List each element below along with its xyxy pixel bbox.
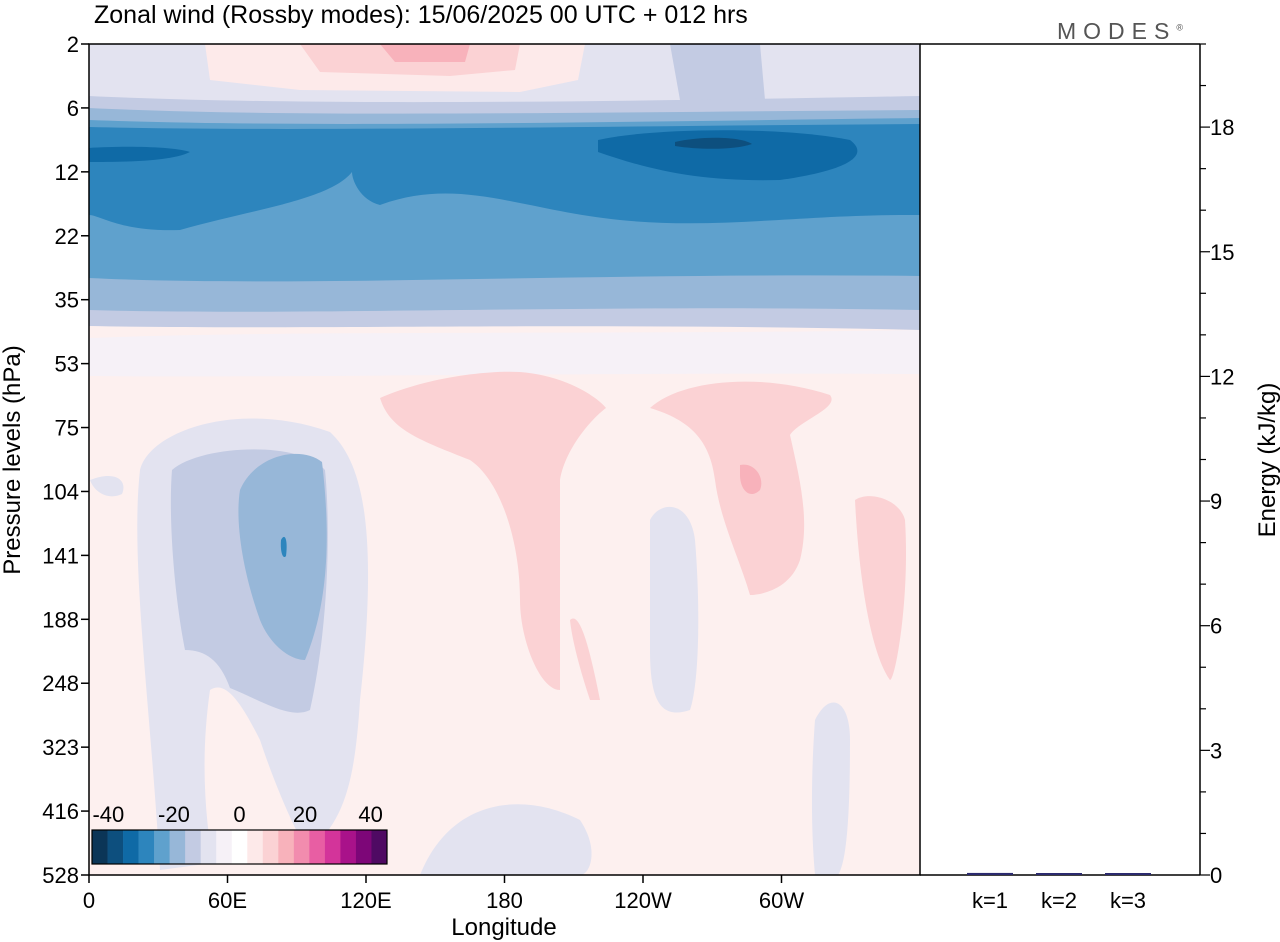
longitude-axis: 0 60E 120E 180 120W 60W xyxy=(83,875,804,913)
negative-cell-peak xyxy=(280,536,287,558)
energy-tick-label: 18 xyxy=(1210,115,1234,140)
colorbar-swatch xyxy=(185,830,201,864)
colorbar: -40 -20 0 20 40 xyxy=(91,802,388,865)
jet-core-east xyxy=(89,146,190,162)
jet-core-max xyxy=(675,137,752,149)
colorbar-frame xyxy=(91,829,388,865)
energy-bar-label: k=2 xyxy=(1041,888,1077,913)
colorbar-swatch xyxy=(309,830,326,864)
chart-title: Zonal wind (Rossby modes): 15/06/2025 00… xyxy=(94,1,748,29)
y-tick-label: 75 xyxy=(55,416,79,441)
positive-lobe-east-edge xyxy=(855,496,907,680)
energy-bar xyxy=(1105,873,1151,875)
negative-lobe-50w xyxy=(811,702,850,875)
y-tick-label: 2 xyxy=(67,32,79,57)
x-tick-label: 60E xyxy=(208,888,247,913)
colorbar-tick-label: -20 xyxy=(158,802,190,827)
positive-lobe-90w xyxy=(650,381,832,595)
colorbar-swatch xyxy=(92,830,108,864)
colorbar-swatch xyxy=(324,830,341,864)
y-tick-label: 53 xyxy=(55,352,79,377)
colorbar-swatch xyxy=(123,830,139,864)
contour-field xyxy=(89,44,920,875)
energy-tick-label: 3 xyxy=(1210,738,1222,763)
tropopause-neutral-band xyxy=(89,330,920,377)
energy-tick-label: 15 xyxy=(1210,240,1234,265)
positive-lobe-90w-peak xyxy=(740,464,762,495)
logo-registered-mark: ® xyxy=(1176,22,1183,33)
pressure-axis: 2 6 12 22 35 53 75 104 141 188 248 323 416 528 xyxy=(42,32,89,888)
colorbar-swatch xyxy=(278,830,295,864)
negative-cell-gap xyxy=(204,687,320,875)
colorbar-swatch xyxy=(247,830,264,864)
y-tick-label: 104 xyxy=(42,479,79,504)
colorbar-swatch xyxy=(200,830,217,864)
negative-cell-core xyxy=(238,453,327,660)
colorbar-tick-label: 20 xyxy=(293,802,317,827)
y-tick-label: 188 xyxy=(42,607,79,632)
colorbar-swatch xyxy=(293,830,310,864)
energy-tick-label: 0 xyxy=(1210,863,1222,888)
small-negative-patch xyxy=(90,475,124,497)
y-tick-label: 141 xyxy=(42,543,79,568)
y-tick-label: 35 xyxy=(55,288,79,313)
positive-lobe-180-tail xyxy=(570,618,600,700)
colorbar-tick-label: 0 xyxy=(233,802,245,827)
colorbar-swatch xyxy=(340,830,357,864)
x-tick-label: 0 xyxy=(83,888,95,913)
y-tick-label: 323 xyxy=(42,735,79,760)
jet-core-west xyxy=(598,130,858,181)
energy-tick-label: 6 xyxy=(1210,614,1222,639)
colorbar-swatch xyxy=(355,830,372,864)
y-tick-label: 528 xyxy=(42,863,79,888)
y-tick-label: 22 xyxy=(55,224,79,249)
x-tick-label: 120E xyxy=(340,888,391,913)
negative-lobe-135w xyxy=(650,506,699,713)
modes-logo: MODES® xyxy=(1057,18,1183,45)
upper-negative-zone xyxy=(670,44,765,100)
energy-tick-label: 9 xyxy=(1210,489,1222,514)
energy-bar xyxy=(1036,873,1082,875)
colorbar-tick-label: 40 xyxy=(358,802,382,827)
energy-bar-label: k=1 xyxy=(972,888,1008,913)
energy-bar xyxy=(967,872,1013,875)
x-tick-label: 60W xyxy=(759,888,804,913)
positive-lobe-180 xyxy=(380,371,606,690)
colorbar-swatch xyxy=(169,830,186,864)
colorbar-swatch xyxy=(107,830,124,864)
colorbar-swatch xyxy=(371,830,388,864)
colorbar-tick-label: -40 xyxy=(92,802,124,827)
colorbar-swatch xyxy=(216,830,233,864)
y-axis-title: Pressure levels (hPa) xyxy=(0,345,26,574)
colorbar-swatch xyxy=(154,830,170,864)
energy-axis-title: Energy (kJ/kg) xyxy=(1254,383,1280,538)
colorbar-swatch xyxy=(138,830,155,864)
y-tick-label: 12 xyxy=(55,160,79,185)
x-axis-title: Longitude xyxy=(451,914,556,941)
upper-positive-peak xyxy=(380,44,470,62)
y-tick-label: 6 xyxy=(67,96,79,121)
x-tick-label: 180 xyxy=(486,888,523,913)
colorbar-swatch xyxy=(262,830,279,864)
energy-tick-label: 12 xyxy=(1210,364,1234,389)
energy-bars: k=1 k=2 k=3 xyxy=(967,872,1151,913)
y-tick-label: 248 xyxy=(42,671,79,696)
logo-text: MODES xyxy=(1057,18,1177,44)
energy-bar-label: k=3 xyxy=(1110,888,1146,913)
negative-lobe-lower xyxy=(420,804,592,875)
colorbar-swatch xyxy=(231,830,248,864)
y-tick-label: 416 xyxy=(42,799,79,824)
energy-axis: 0 3 6 9 12 15 18 xyxy=(1200,43,1234,888)
x-tick-label: 120W xyxy=(614,888,672,913)
